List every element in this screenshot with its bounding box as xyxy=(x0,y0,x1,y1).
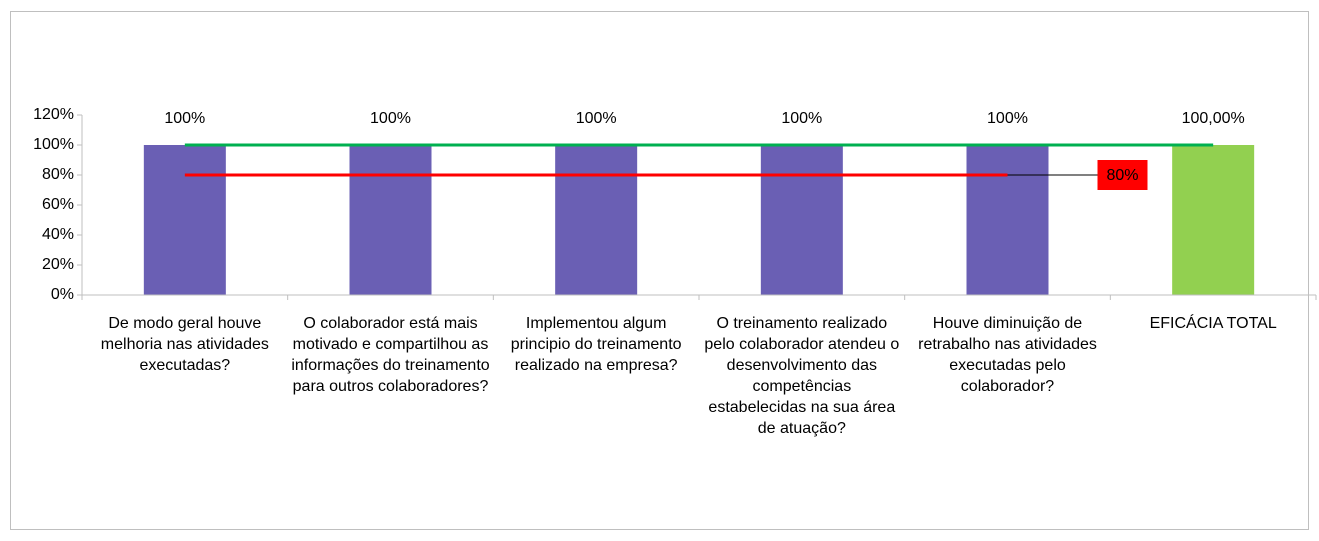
y-tick-label: 120% xyxy=(33,106,74,123)
bar xyxy=(966,145,1049,295)
y-tick-label: 80% xyxy=(42,166,74,183)
x-tick-label: EFICÁCIA TOTAL xyxy=(1149,315,1277,332)
x-tick-label: Implementou algum principio do treinamen… xyxy=(510,315,682,374)
value-label: 100% xyxy=(370,110,411,127)
bar xyxy=(555,145,638,295)
x-tick-label: Houve diminuição de retrabalho nas ativi… xyxy=(918,315,1097,395)
value-label: 100% xyxy=(781,110,822,127)
y-tick-label: 40% xyxy=(42,226,74,243)
value-label: 100,00% xyxy=(1182,110,1245,127)
value-label: 100% xyxy=(164,110,205,127)
y-tick-label: 100% xyxy=(33,136,74,153)
bar xyxy=(349,145,432,295)
value-label: 100% xyxy=(576,110,617,127)
bar xyxy=(760,145,843,295)
x-tick-label: O treinamento realizado pelo colaborador… xyxy=(704,315,900,437)
y-tick-label: 0% xyxy=(51,286,74,303)
line-label: 80% xyxy=(1106,167,1138,184)
value-label: 100% xyxy=(987,110,1028,127)
bar xyxy=(1172,145,1255,295)
chart-frame xyxy=(10,11,1309,530)
bar xyxy=(143,145,226,295)
label-box xyxy=(1097,160,1148,190)
x-tick-label: O colaborador está mais motivado e compa… xyxy=(291,315,490,395)
y-tick-label: 60% xyxy=(42,196,74,213)
x-tick-label: De modo geral houve melhoria nas ativida… xyxy=(100,315,269,374)
y-tick-label: 20% xyxy=(42,256,74,273)
